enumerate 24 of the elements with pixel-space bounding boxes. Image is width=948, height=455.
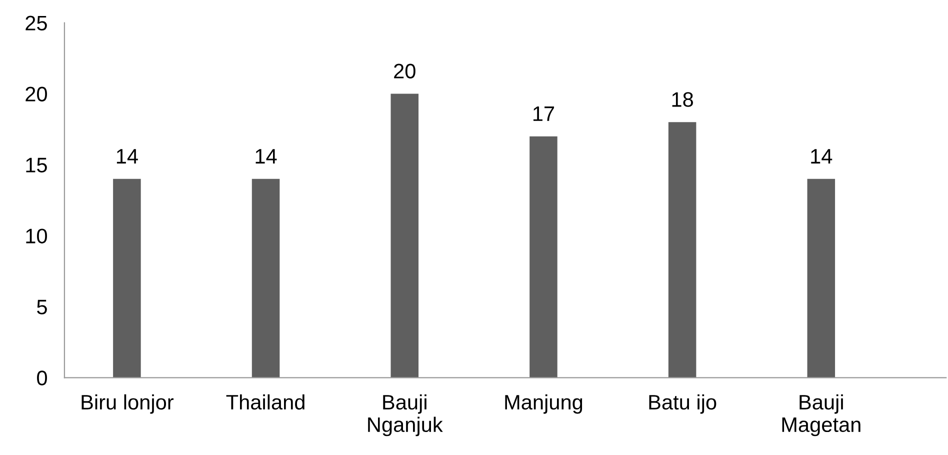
x-tick-label: Bauji Magetan [782, 394, 860, 436]
y-tick-label: 0 [37, 370, 47, 386]
x-tick-label: Biru lonjor [82, 394, 174, 414]
bar [113, 178, 141, 378]
y-tick-label: 15 [26, 158, 47, 172]
data-label: 14 [116, 149, 138, 164]
y-tick-label: 20 [26, 86, 47, 102]
x-tick-label: Thailand [226, 394, 304, 410]
bar [252, 178, 280, 378]
data-label: 17 [533, 106, 554, 121]
x-tick-label: Manjung [505, 394, 582, 414]
x-tick-label: Batu ijo [649, 394, 716, 414]
y-tick-label: 5 [37, 300, 47, 314]
bar [530, 136, 558, 378]
x-tick-label: Bauji Nganjuk [368, 394, 443, 436]
data-label: 20 [394, 64, 416, 78]
bar [807, 178, 836, 378]
data-label: 18 [672, 92, 693, 107]
bar [668, 122, 696, 378]
y-tick-label: 25 [26, 16, 47, 31]
bar [390, 94, 419, 378]
y-tick-label: 10 [26, 228, 47, 244]
data-label: 14 [256, 149, 277, 164]
data-label: 14 [811, 149, 832, 164]
